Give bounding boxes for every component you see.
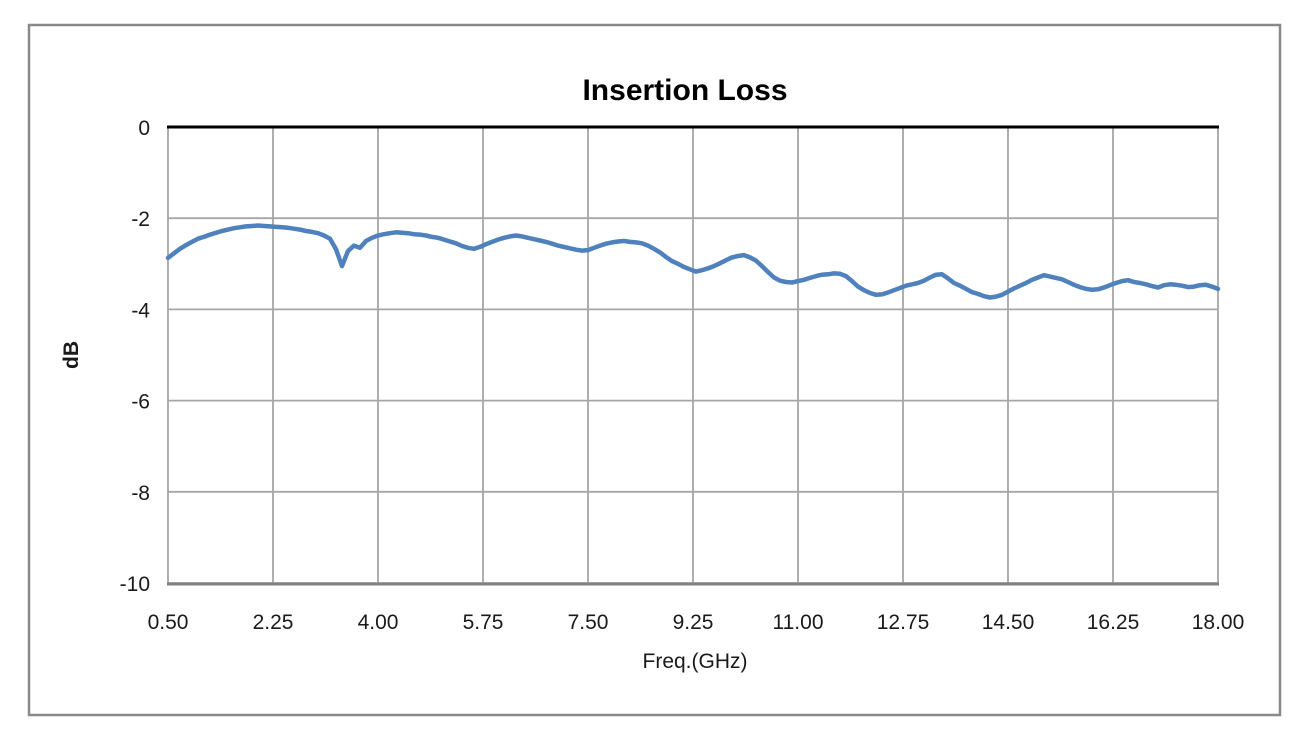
y-tick-label: -10	[120, 573, 150, 596]
chart-title: Insertion Loss	[582, 74, 787, 107]
x-tick-label: 12.75	[877, 611, 930, 634]
y-axis-tick-labels: 0 -2 -4 -6 -8 -10	[120, 117, 151, 596]
series-line-insertion-loss	[165, 223, 1221, 300]
x-tick-label: 4.00	[358, 611, 399, 634]
x-axis-title: Freq.(GHz)	[643, 650, 748, 673]
x-tick-label: 11.00	[773, 611, 824, 634]
y-tick-label: 0	[138, 117, 150, 140]
x-tick-label: 0.50	[148, 611, 189, 634]
x-tick-label: 7.50	[568, 611, 609, 634]
y-axis-title: dB	[60, 341, 83, 369]
y-tick-label: -4	[131, 299, 150, 322]
x-tick-label: 5.75	[463, 611, 504, 634]
x-tick-label: 2.25	[253, 611, 294, 634]
x-tick-label: 14.50	[982, 611, 1035, 634]
chart-frame-border	[27, 23, 1282, 717]
x-tick-label: 9.25	[673, 611, 714, 634]
y-tick-label: -6	[131, 391, 150, 414]
x-axis-tick-labels: 0.50 2.25 4.00 5.75 7.50 9.25 11.00 12.75 14.50 1…	[148, 611, 1245, 634]
gridlines	[167, 126, 1219, 584]
y-tick-label: -2	[131, 208, 150, 231]
x-tick-label: 18.00	[1192, 611, 1245, 634]
axis-lines	[167, 125, 1219, 586]
series-group	[165, 223, 1221, 300]
x-tick-label: 16.25	[1087, 611, 1140, 634]
y-tick-label: -8	[131, 482, 150, 505]
